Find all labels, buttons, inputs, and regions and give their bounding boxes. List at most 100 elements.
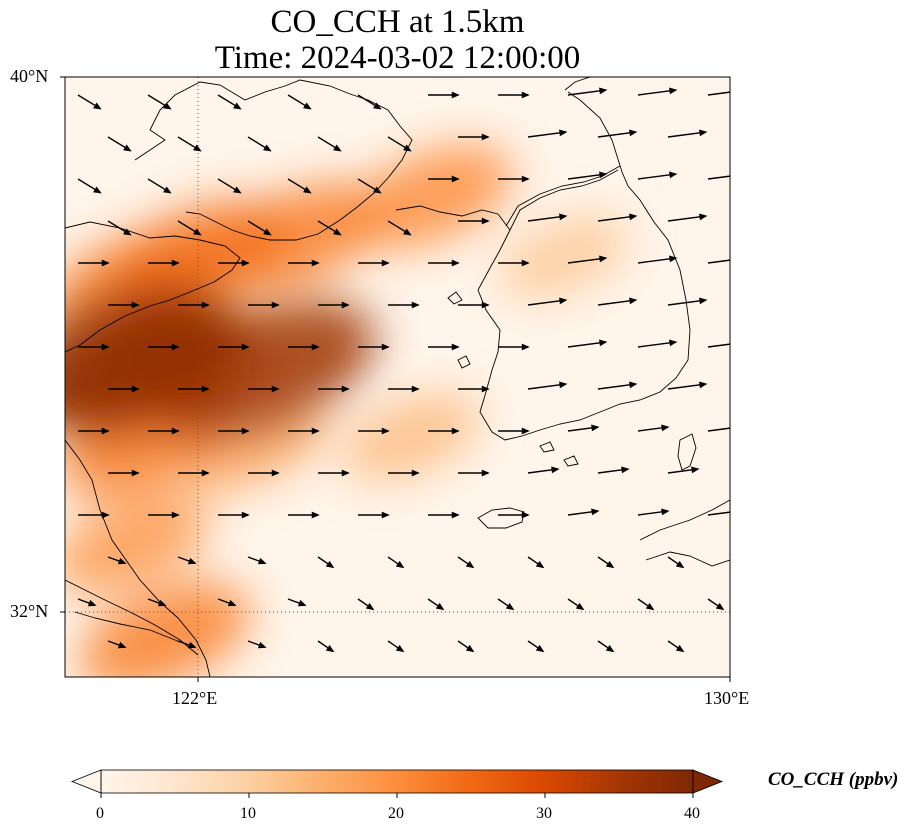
wind-arrow-head: [101, 427, 110, 435]
wind-arrow: [597, 383, 636, 390]
colorbar-tick-label: 30: [536, 805, 552, 822]
wind-arrow-head: [171, 511, 180, 519]
wind-arrow-head: [117, 557, 127, 565]
wind-arrow-head: [271, 469, 280, 477]
wind-arrow: [707, 175, 730, 180]
wind-arrow-head: [341, 469, 350, 477]
wind-arrow-head: [669, 255, 678, 263]
wind-arrow-head: [311, 511, 320, 519]
wind-arrow-head: [201, 469, 210, 477]
wind-arrow-head: [131, 301, 140, 309]
wind-arrow-head: [535, 560, 545, 569]
concentration-blob: [341, 393, 480, 481]
wind-arrow-head: [629, 297, 638, 305]
concentration-blob: [65, 494, 210, 593]
lon-label-122: 122°E: [172, 688, 218, 708]
colorbar-gradient: [101, 770, 693, 793]
wind-arrow-head: [303, 186, 312, 194]
wind-arrow: [707, 511, 730, 516]
wind-arrow: [667, 299, 706, 306]
wind-arrow-head: [669, 87, 678, 95]
wind-arrow-head: [451, 511, 460, 519]
wind-arrow: [527, 299, 566, 306]
wind-arrow-head: [621, 466, 630, 474]
wind-arrow: [637, 257, 676, 264]
wind-arrow-head: [411, 301, 420, 309]
lon-label-130: 130°E: [704, 688, 750, 708]
wind-arrow-head: [699, 129, 708, 137]
wind-arrow: [707, 91, 730, 96]
colorbar-tick-label: 20: [388, 805, 404, 822]
wind-arrow-head: [521, 511, 530, 519]
wind-arrow-head: [451, 259, 460, 267]
wind-arrow-head: [629, 213, 638, 221]
wind-arrow-head: [123, 228, 132, 236]
wind-arrow-head: [605, 644, 615, 653]
wind-arrow-head: [117, 641, 127, 649]
wind-arrow-head: [591, 508, 600, 516]
wind-arrow-head: [233, 102, 242, 110]
wind-arrow-head: [521, 91, 530, 99]
wind-arrow-head: [591, 424, 600, 432]
wind-arrow-head: [201, 385, 210, 393]
wind-arrow: [567, 89, 606, 96]
wind-arrow-head: [341, 385, 350, 393]
wind-arrow-head: [325, 560, 335, 569]
map-title: CO_CCH at 1.5km: [270, 4, 525, 40]
wind-arrow: [637, 341, 676, 348]
wind-arrow: [707, 343, 730, 348]
wind-arrow-head: [381, 427, 390, 435]
wind-arrow-head: [559, 297, 568, 305]
wind-arrow-head: [521, 343, 530, 351]
wind-arrow-head: [691, 466, 700, 474]
wind-arrow: [707, 427, 730, 432]
wind-arrow-head: [551, 466, 560, 474]
wind-arrow-head: [157, 599, 167, 607]
wind-arrow-head: [629, 381, 638, 389]
wind-arrow-head: [257, 641, 267, 649]
wind-arrow-head: [411, 385, 420, 393]
wind-arrow-head: [201, 301, 210, 309]
lat-label-40: 40°N: [10, 66, 49, 86]
wind-arrow-head: [311, 343, 320, 351]
wind-arrow: [597, 131, 636, 138]
wind-arrow-head: [411, 469, 420, 477]
wind-arrow-head: [341, 301, 350, 309]
wind-arrow-head: [325, 644, 335, 653]
concentration-blob: [65, 284, 233, 430]
colorbar-tick-label: 0: [96, 805, 104, 822]
wind-arrow-head: [699, 297, 708, 305]
wind-arrow: [667, 215, 706, 222]
wind-arrow-head: [481, 469, 490, 477]
wind-arrow: [527, 383, 566, 390]
wind-arrow-head: [599, 87, 608, 95]
wind-arrow-head: [381, 259, 390, 267]
wind-arrow-head: [333, 228, 342, 236]
wind-arrow: [567, 341, 606, 348]
wind-arrow-head: [271, 301, 280, 309]
wind-arrow-head: [131, 385, 140, 393]
wind-arrow-head: [481, 133, 490, 141]
wind-arrow-head: [481, 385, 490, 393]
wind-arrow-head: [435, 602, 445, 611]
wind-arrow: [567, 257, 606, 264]
wind-arrow-head: [669, 171, 678, 179]
wind-arrow-head: [740, 172, 746, 177]
wind-arrow: [667, 383, 706, 390]
wind-arrow-head: [599, 171, 608, 179]
wind-arrow-head: [131, 469, 140, 477]
wind-arrow-head: [661, 508, 670, 516]
wind-arrow-head: [740, 256, 746, 261]
wind-arrow-head: [101, 259, 110, 267]
wind-arrow-head: [669, 339, 678, 347]
wind-arrow-head: [521, 259, 530, 267]
colorbar-tick-label: 40: [684, 805, 700, 822]
wind-arrow-head: [521, 175, 530, 183]
wind-arrow: [597, 299, 636, 306]
wind-arrow-head: [732, 510, 738, 515]
wind-arrow-head: [333, 144, 342, 152]
wind-arrow-head: [559, 381, 568, 389]
wind-arrow-head: [163, 186, 172, 194]
wind-arrow-head: [93, 102, 102, 110]
concentration-field: [65, 145, 630, 677]
